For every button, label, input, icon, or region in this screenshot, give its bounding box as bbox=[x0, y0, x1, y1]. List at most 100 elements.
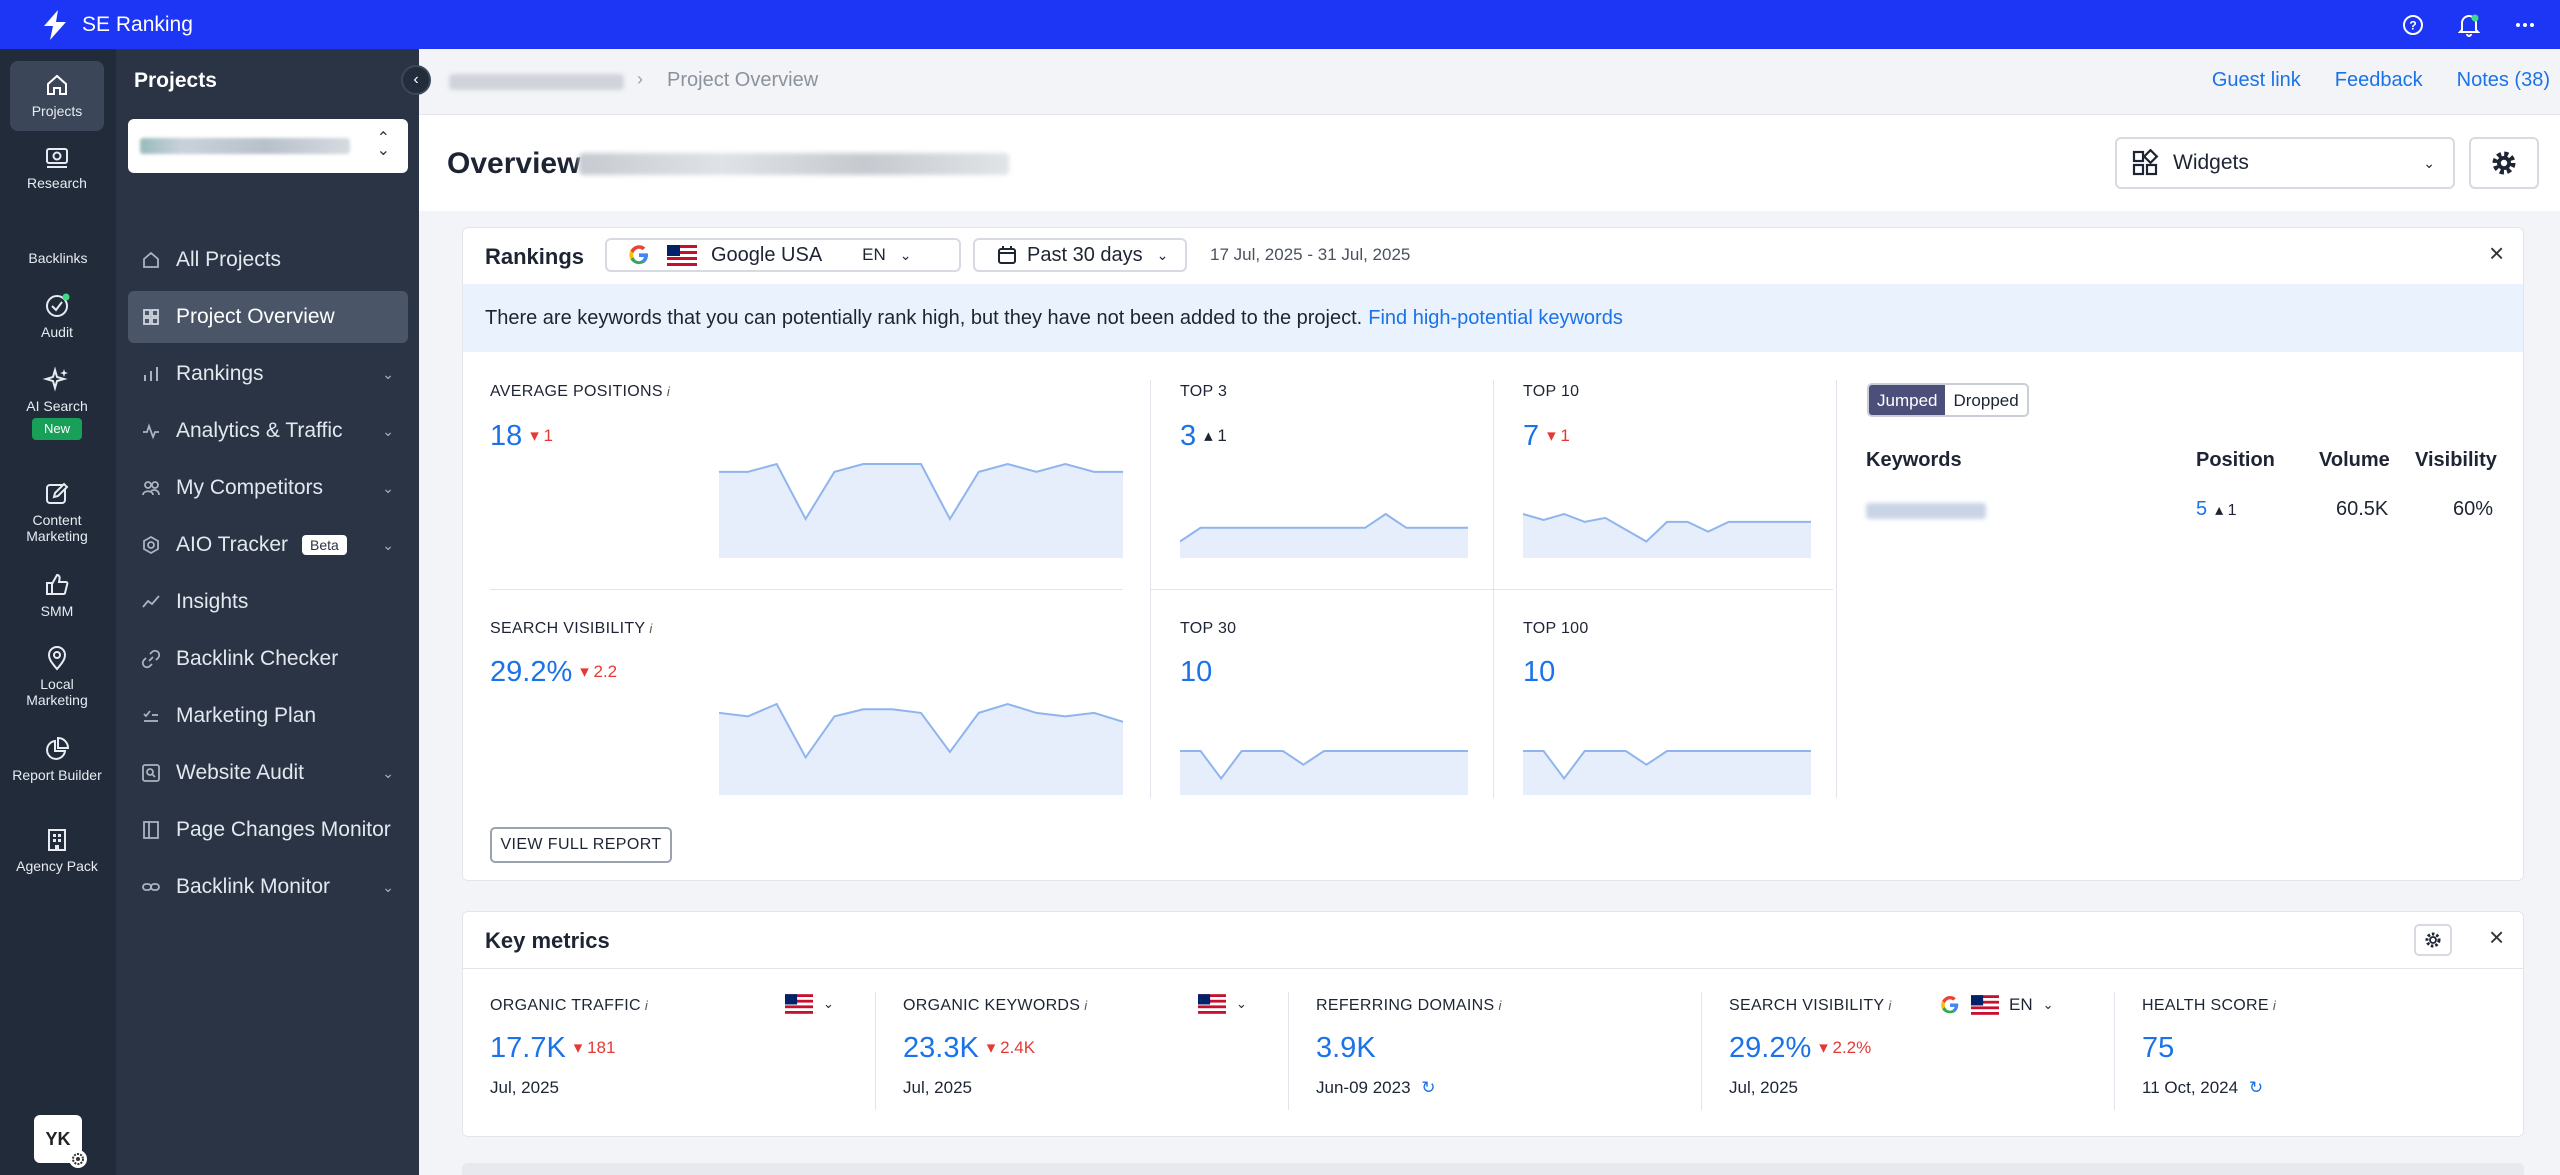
rail-item-smm[interactable]: SMM bbox=[10, 571, 104, 619]
period-selector[interactable]: Past 30 days ⌄ bbox=[973, 238, 1187, 272]
menu-label: Insights bbox=[176, 590, 249, 613]
top30-value: 10 bbox=[1180, 656, 1213, 688]
menu-item-all-projects[interactable]: All Projects bbox=[128, 234, 408, 286]
menu-label: Page Changes Monitor bbox=[176, 818, 391, 841]
menu-label: My Competitors bbox=[176, 476, 324, 499]
book-icon bbox=[140, 819, 162, 841]
menu-item-project-overview[interactable]: Project Overview bbox=[128, 291, 408, 343]
view-full-report-button[interactable]: VIEW FULL REPORT bbox=[490, 827, 672, 863]
sparkline-line bbox=[1523, 750, 1811, 781]
rail-item-audit[interactable]: Audit bbox=[10, 292, 104, 340]
close-rankings-icon[interactable]: × bbox=[2489, 238, 2505, 268]
us-flag-icon bbox=[785, 994, 813, 1014]
chevron-down-icon: ⌄ bbox=[1156, 246, 1169, 263]
avg-positions-value: 18 ▾ 1 bbox=[490, 420, 553, 452]
rail-item-report-builder[interactable]: Report Builder bbox=[10, 735, 104, 783]
us-flag-icon bbox=[667, 244, 697, 266]
jumped-dropped-toggle[interactable]: Jumped Dropped bbox=[1867, 383, 2029, 417]
avg-positions-sparkline bbox=[719, 462, 1123, 558]
jumped-tab[interactable]: Jumped bbox=[1869, 385, 1946, 415]
sparkline-line bbox=[1180, 512, 1468, 543]
svg-text:?: ? bbox=[2409, 18, 2416, 32]
health-score-date: 11 Oct, 2024 ↻ bbox=[2142, 1078, 2264, 1097]
menu-item-backlink-monitor[interactable]: Backlink Monitor ⌄ bbox=[128, 861, 408, 913]
find-keywords-link[interactable]: Find high-potential keywords bbox=[1368, 306, 1623, 329]
chevron-down-icon: ⌄ bbox=[382, 878, 394, 895]
date-range: 17 Jul, 2025 - 31 Jul, 2025 bbox=[1210, 245, 1411, 264]
widgets-dropdown[interactable]: Widgets ⌄ bbox=[2115, 137, 2455, 189]
more-options-icon[interactable] bbox=[2512, 12, 2538, 38]
menu-item-page-changes-monitor[interactable]: Page Changes Monitor bbox=[128, 804, 408, 856]
menu-item-marketing-plan[interactable]: Marketing Plan bbox=[128, 690, 408, 742]
widgets-icon bbox=[2132, 149, 2159, 176]
top10-label: TOP 10 bbox=[1523, 383, 1580, 400]
organic-keywords-date: Jul, 2025 bbox=[903, 1078, 972, 1097]
notification-bell-icon[interactable] bbox=[2456, 12, 2482, 38]
trend-icon bbox=[140, 591, 162, 613]
top100-sparkline bbox=[1523, 750, 1811, 795]
col-volume[interactable]: Volume bbox=[2319, 449, 2390, 471]
grid-icon bbox=[140, 306, 162, 328]
keyword-redacted[interactable] bbox=[1866, 503, 1986, 519]
notes-link[interactable]: Notes (38) bbox=[2456, 69, 2550, 91]
rail-item-projects[interactable]: Projects bbox=[10, 61, 104, 131]
guest-link[interactable]: Guest link bbox=[2211, 69, 2301, 91]
settings-button[interactable] bbox=[2469, 137, 2539, 189]
organic-keywords-value: 23.3K ▾ 2.4K bbox=[903, 1032, 1036, 1064]
menu-item-backlink-checker[interactable]: Backlink Checker bbox=[128, 633, 408, 685]
avatar[interactable]: YK bbox=[34, 1115, 87, 1168]
menu-item-analytics-traffic[interactable]: Analytics & Traffic ⌄ bbox=[128, 405, 408, 457]
bar-chart-icon bbox=[140, 363, 162, 385]
collapse-panel-button[interactable]: ‹ bbox=[401, 65, 431, 95]
search-visibility-label: SEARCH VISIBILITY i bbox=[490, 620, 653, 637]
menu-label: Backlink Monitor bbox=[176, 875, 331, 898]
aio-target-icon bbox=[140, 534, 162, 556]
rail-label: Content Marketing bbox=[26, 512, 88, 544]
menu-item-aio-tracker[interactable]: AIO Tracker Beta ⌄ bbox=[128, 519, 408, 571]
project-selector[interactable]: ⌃ ⌄ bbox=[128, 119, 408, 173]
col-visibility[interactable]: Visibility bbox=[2415, 449, 2497, 471]
close-key-metrics-icon[interactable]: × bbox=[2489, 922, 2505, 952]
breadcrumb-project-redacted[interactable] bbox=[449, 74, 624, 90]
chain-icon bbox=[140, 876, 162, 898]
research-icon bbox=[46, 148, 68, 168]
rail-item-ai-search[interactable]: AI Search New bbox=[10, 366, 104, 440]
referring-domains-value: 3.9K bbox=[1316, 1032, 1376, 1064]
sparkline-line bbox=[719, 462, 1123, 522]
gear-icon bbox=[2425, 932, 2441, 948]
key-metrics-settings-button[interactable] bbox=[2414, 924, 2452, 956]
organic-traffic-region-selector[interactable]: ⌄ bbox=[785, 994, 834, 1014]
top3-label: TOP 3 bbox=[1180, 383, 1228, 400]
sparkline-line bbox=[1523, 512, 1811, 543]
menu-label: AIO Tracker bbox=[176, 533, 289, 556]
sparkline-area bbox=[1180, 751, 1468, 795]
icon-rail: Projects Research Backlinks Audit AI Sea… bbox=[0, 49, 116, 1175]
col-position[interactable]: Position bbox=[2196, 449, 2275, 471]
delta-down: ▾ 1 bbox=[1547, 426, 1570, 445]
rail-item-content-marketing[interactable]: Content Marketing bbox=[10, 480, 104, 544]
search-engine-label: Google USA bbox=[711, 243, 823, 266]
menu-item-insights[interactable]: Insights bbox=[128, 576, 408, 628]
building-icon bbox=[48, 829, 66, 851]
rail-item-local-marketing[interactable]: Local Marketing bbox=[10, 644, 104, 708]
beta-badge: Beta bbox=[302, 535, 347, 555]
search-engine-selector[interactable]: Google USA EN ⌄ bbox=[605, 238, 961, 272]
organic-keywords-region-selector[interactable]: ⌄ bbox=[1198, 994, 1247, 1014]
refresh-icon[interactable]: ↻ bbox=[2248, 1078, 2264, 1097]
menu-item-website-audit[interactable]: Website Audit ⌄ bbox=[128, 747, 408, 799]
rail-item-agency-pack[interactable]: Agency Pack bbox=[10, 826, 104, 874]
dropped-tab[interactable]: Dropped bbox=[1953, 391, 2019, 410]
help-icon[interactable]: ? bbox=[2400, 12, 2426, 38]
brand-logo[interactable]: SE Ranking bbox=[42, 9, 193, 40]
menu-item-rankings[interactable]: Rankings ⌄ bbox=[128, 348, 408, 400]
rail-item-backlinks[interactable]: Backlinks bbox=[28, 250, 88, 266]
refresh-icon[interactable]: ↻ bbox=[1421, 1078, 1436, 1097]
sparkline-area bbox=[1180, 514, 1468, 558]
km-search-visibility-engine-selector[interactable]: EN ⌄ bbox=[1939, 994, 2054, 1016]
feedback-link[interactable]: Feedback bbox=[2334, 69, 2423, 91]
menu-item-my-competitors[interactable]: My Competitors ⌄ bbox=[128, 462, 408, 514]
col-keywords[interactable]: Keywords bbox=[1866, 449, 1962, 471]
app-name: SE Ranking bbox=[82, 12, 193, 36]
rail-item-research[interactable]: Research bbox=[10, 143, 104, 191]
km-language-label: EN bbox=[2009, 995, 2033, 1014]
